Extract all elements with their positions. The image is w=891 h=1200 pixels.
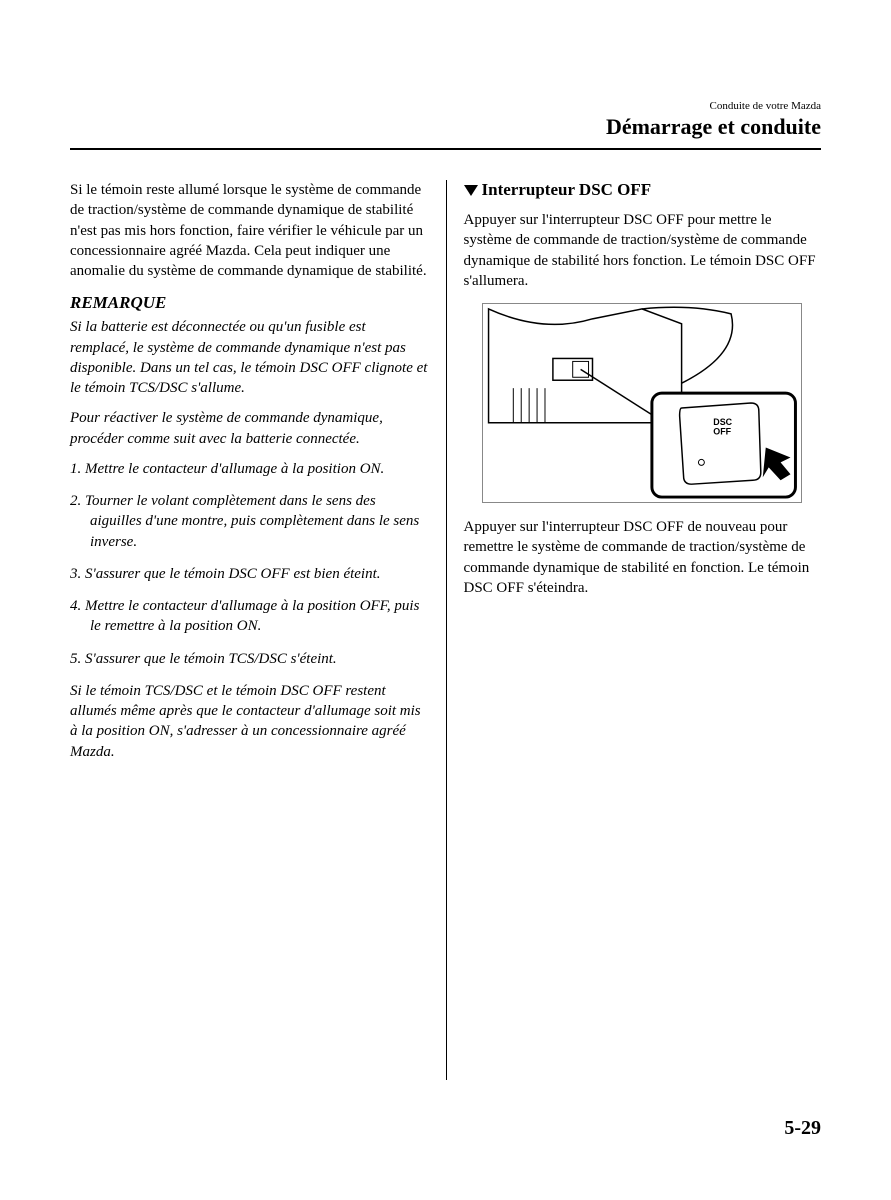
dsc-off-illustration: DSC OFF <box>482 303 802 503</box>
chapter-title: Conduite de votre Mazda <box>70 100 821 112</box>
content-columns: Si le témoin reste allumé lorsque le sys… <box>70 180 821 772</box>
step-item: 1. Mettre le contacteur d'allumage à la … <box>70 459 428 479</box>
right-column: Interrupteur DSC OFF Appuyer sur l'inter… <box>446 180 822 772</box>
page-number: 5-29 <box>784 1117 821 1140</box>
step-item: 4. Mettre le contacteur d'allumage à la … <box>70 596 428 637</box>
step-item: 2. Tourner le volant complètement dans l… <box>70 491 428 552</box>
left-column: Si le témoin reste allumé lorsque le sys… <box>70 180 446 772</box>
steps-list: 1. Mettre le contacteur d'allumage à la … <box>70 459 428 669</box>
page-header: Conduite de votre Mazda Démarrage et con… <box>70 100 821 140</box>
right-paragraph-1: Appuyer sur l'interrupteur DSC OFF pour … <box>464 210 822 291</box>
intro-paragraph: Si le témoin reste allumé lorsque le sys… <box>70 180 428 281</box>
down-triangle-icon <box>464 185 478 196</box>
step-item: 3. S'assurer que le témoin DSC OFF est b… <box>70 564 428 584</box>
page-container: Conduite de votre Mazda Démarrage et con… <box>0 0 891 1200</box>
right-paragraph-2: Appuyer sur l'interrupteur DSC OFF de no… <box>464 517 822 598</box>
remarque-paragraph-3: Si le témoin TCS/DSC et le témoin DSC OF… <box>70 681 428 762</box>
header-divider <box>70 148 821 150</box>
remarque-heading: REMARQUE <box>70 293 428 313</box>
subheading-text: Interrupteur DSC OFF <box>482 180 652 200</box>
illustration-svg: DSC OFF <box>483 304 801 502</box>
remarque-paragraph-1: Si la batterie est déconnectée ou qu'un … <box>70 317 428 398</box>
button-text-off: OFF <box>714 427 732 437</box>
subheading: Interrupteur DSC OFF <box>464 180 822 200</box>
step-item: 5. S'assurer que le témoin TCS/DSC s'éte… <box>70 649 428 669</box>
button-text-dsc: DSC <box>714 417 733 427</box>
column-divider <box>446 180 447 1080</box>
remarque-paragraph-2: Pour réactiver le système de commande dy… <box>70 408 428 449</box>
section-title: Démarrage et conduite <box>70 114 821 140</box>
